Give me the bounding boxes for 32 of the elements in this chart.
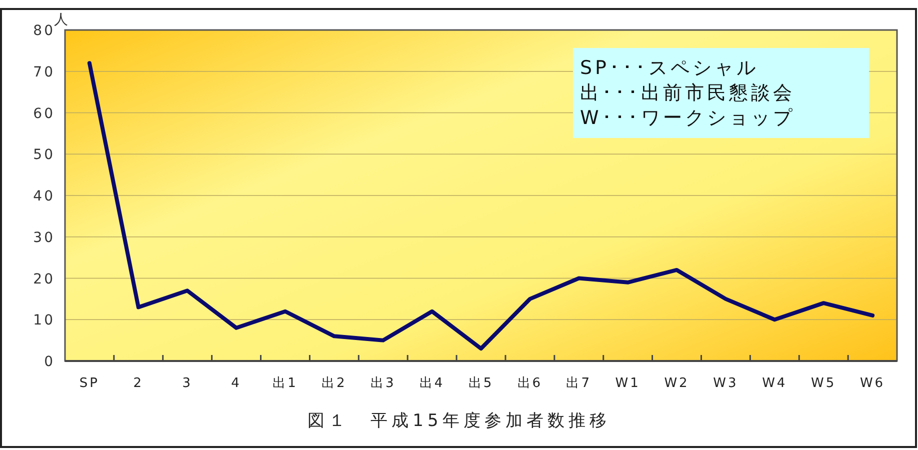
x-tick-label: 2 [133, 376, 144, 391]
x-tick-label: 4 [231, 376, 242, 391]
y-tick-label: 10 [33, 312, 55, 329]
annotation: SP･･･スペシャル [580, 57, 759, 79]
x-tick-label: 出3 [370, 376, 396, 391]
annotation: 出･･･出前市民懇談会 [580, 82, 795, 104]
x-tick-label: W5 [811, 376, 836, 391]
x-tick-label: W4 [762, 376, 788, 391]
x-tick-label: W2 [664, 376, 690, 391]
x-tick-label: SP [79, 376, 100, 391]
x-tick-label: 出7 [566, 376, 592, 391]
y-tick-label: 40 [33, 188, 55, 204]
x-tick-label: W6 [860, 376, 886, 391]
x-tick-label: W3 [713, 376, 738, 391]
y-tick-label: 30 [33, 230, 55, 246]
line-series [87, 61, 875, 351]
x-tick-label: 出1 [272, 376, 298, 391]
y-tick-label: 50 [33, 147, 55, 164]
y-tick-label: 60 [33, 106, 55, 122]
y-axis-title: 人 [54, 12, 68, 28]
y-tick-label: 0 [44, 354, 55, 370]
text: 図１ 平成15年度参加者数推移 [308, 411, 610, 431]
x-tick-label: 出2 [322, 376, 347, 391]
annotation: W･･･ワークショップ [580, 107, 795, 129]
y-tick-label: 80 [33, 23, 55, 39]
x-tick-label: 出4 [419, 376, 445, 391]
x-tick-label: 出6 [517, 376, 543, 391]
y-tick-label: 20 [33, 271, 55, 288]
x-tick-label: 出5 [468, 376, 494, 391]
x-tick-label: 3 [182, 376, 192, 391]
y-tick-label: 70 [33, 64, 55, 80]
x-tick-label: W1 [615, 376, 640, 391]
